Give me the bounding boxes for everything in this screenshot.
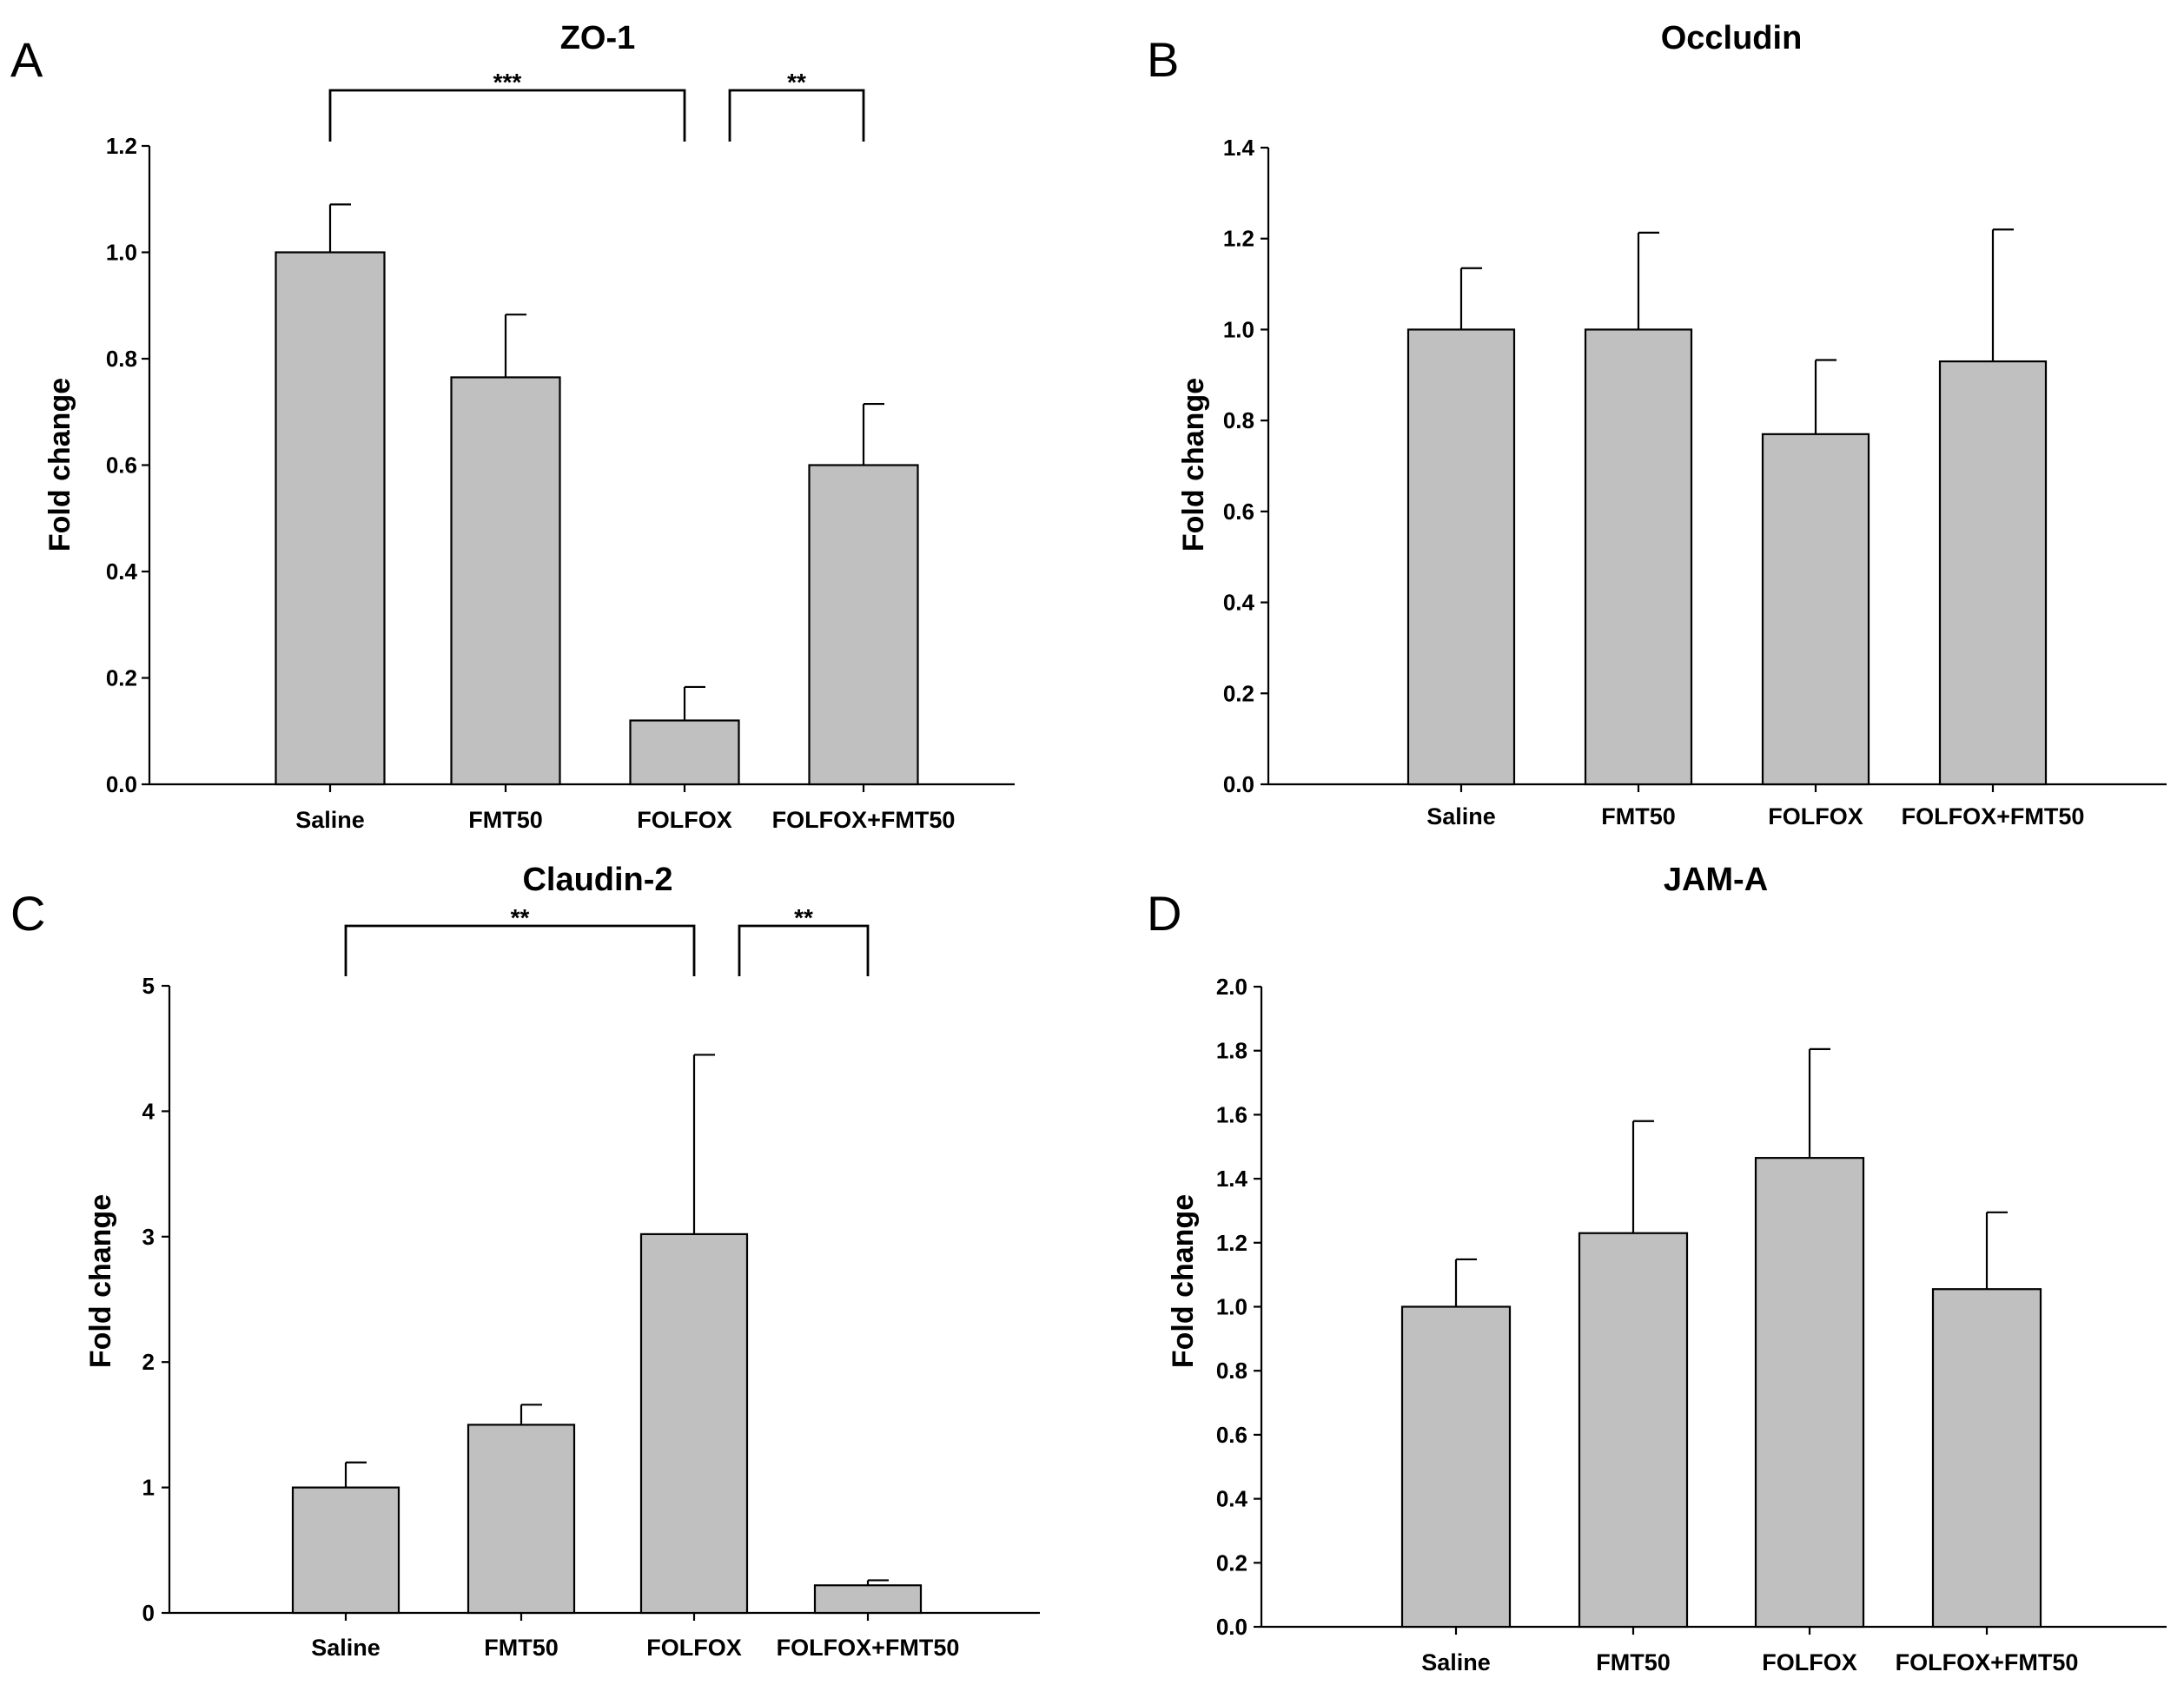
significance-label-c: ** — [511, 904, 530, 931]
x-tick-label-a: FMT50 — [468, 807, 543, 833]
x-tick-label-c: FOLFOX+FMT50 — [777, 1635, 960, 1661]
y-tick-label-b: 0.0 — [1223, 771, 1254, 797]
y-tick-label-b: 0.2 — [1223, 680, 1254, 706]
panel-letter-d: D — [1147, 886, 1181, 941]
panel-b: B Occludin Fold change 0.0 0.2 0.4 0.6 0.8 1.… — [1147, 20, 2167, 829]
x-tick-label-a: FOLFOX+FMT50 — [772, 807, 956, 833]
bar-c-fmt50 — [467, 1424, 576, 1615]
y-tick-label-c: 3 — [142, 1224, 155, 1250]
y-tick-label-d: 0.6 — [1216, 1422, 1248, 1448]
y-tick-label-c: 0 — [142, 1600, 155, 1626]
x-tick-label-b: Saline — [1426, 803, 1496, 829]
bar-c-folfox — [639, 1232, 749, 1615]
bar-a-fmt50 — [450, 376, 561, 786]
panel-a: A ZO-1 Fold change 0.0 0.2 0.4 0.6 0.8 1.0 1.2… — [10, 20, 1015, 833]
y-tick-label-a: 0.0 — [106, 771, 137, 797]
x-tick-label-a: Saline — [295, 807, 365, 833]
y-tick-label-d: 0.8 — [1216, 1358, 1248, 1384]
x-tick-label-d: FOLFOX — [1762, 1649, 1857, 1675]
bar-a-folfox-fmt50 — [808, 464, 919, 786]
panel-c: C Claudin-2 Fold change 0 1 2 3 4 5 Saline FMT5… — [10, 862, 1040, 1661]
significance-label-c: ** — [794, 904, 813, 931]
x-tick-label-c: FOLFOX — [646, 1635, 742, 1661]
significance-bracket-c — [738, 924, 870, 976]
significance-bracket-c — [344, 924, 696, 976]
x-tick-label-b: FOLFOX — [1768, 803, 1863, 829]
y-tick-label-d: 1.8 — [1216, 1038, 1248, 1064]
x-tick-label-a: FOLFOX — [637, 807, 732, 833]
y-axis-label-c: Fold change — [84, 1194, 117, 1368]
y-tick-label-b: 0.4 — [1223, 590, 1255, 616]
bar-b-folfox — [1761, 433, 1870, 786]
y-tick-label-d: 1.6 — [1216, 1101, 1248, 1127]
bar-d-fmt50 — [1578, 1232, 1689, 1629]
y-axis-label-b: Fold change — [1177, 378, 1210, 552]
y-tick-label-b: 1.0 — [1223, 316, 1254, 342]
y-tick-label-c: 1 — [142, 1475, 155, 1501]
y-tick-label-d: 1.2 — [1216, 1230, 1248, 1256]
chart-title-c: Claudin-2 — [522, 862, 672, 898]
x-tick-label-d: FOLFOX+FMT50 — [1896, 1649, 2079, 1675]
bar-b-folfox-fmt50 — [1938, 360, 2048, 786]
y-tick-label-a: 0.2 — [106, 665, 137, 691]
y-tick-label-d: 0.0 — [1216, 1614, 1248, 1640]
x-tick-label-d: FMT50 — [1596, 1649, 1671, 1675]
x-tick-label-b: FOLFOX+FMT50 — [1902, 803, 2085, 829]
significance-label-a: *** — [493, 69, 522, 96]
bar-d-saline — [1400, 1305, 1512, 1629]
y-axis-label-d: Fold change — [1167, 1194, 1200, 1368]
significance-bracket-a — [728, 89, 865, 142]
bar-d-folfox — [1754, 1157, 1865, 1629]
plot-area-a: 0.0 0.2 0.4 0.6 0.8 1.0 1.2 Saline FMT50 FOLFOX FO… — [106, 69, 1015, 833]
bar-a-saline — [275, 251, 386, 786]
y-tick-label-a: 0.6 — [106, 453, 137, 479]
y-tick-label-b: 0.6 — [1223, 499, 1254, 525]
plot-area-b: 0.0 0.2 0.4 0.6 0.8 1.0 1.2 1.4 Saline FMT50 FOLFO… — [1223, 135, 2167, 829]
panel-letter-c: C — [10, 886, 45, 941]
y-tick-label-d: 0.2 — [1216, 1550, 1248, 1576]
y-tick-label-c: 5 — [142, 973, 155, 999]
y-tick-label-b: 0.8 — [1223, 407, 1254, 433]
y-axis-label-a: Fold change — [43, 378, 76, 552]
chart-title-a: ZO-1 — [560, 20, 636, 56]
bar-b-saline — [1406, 328, 1516, 786]
panel-d: D JAM-A Fold change 0.0 0.2 0.4 0.6 0.8 1.0 1.… — [1147, 862, 2167, 1675]
panel-letter-a: A — [10, 32, 43, 87]
y-tick-label-d: 2.0 — [1216, 974, 1248, 1000]
x-tick-label-c: FMT50 — [484, 1635, 559, 1661]
significance-label-a: ** — [787, 69, 806, 96]
y-tick-label-a: 1.0 — [106, 240, 137, 266]
y-tick-label-c: 2 — [142, 1349, 155, 1375]
bar-c-folfox-fmt50 — [813, 1584, 923, 1615]
panel-letter-b: B — [1147, 32, 1179, 87]
y-tick-label-a: 0.4 — [106, 558, 138, 585]
x-tick-label-b: FMT50 — [1601, 803, 1676, 829]
x-tick-label-d: Saline — [1421, 1649, 1491, 1675]
y-tick-label-b: 1.4 — [1223, 135, 1255, 161]
bar-a-folfox — [629, 719, 740, 786]
y-tick-label-b: 1.2 — [1223, 226, 1254, 252]
y-tick-label-d: 1.0 — [1216, 1294, 1248, 1320]
y-tick-label-d: 0.4 — [1216, 1486, 1248, 1512]
y-tick-label-a: 1.2 — [106, 133, 137, 159]
y-tick-label-d: 1.4 — [1216, 1166, 1248, 1192]
plot-area-d: 0.0 0.2 0.4 0.6 0.8 1.0 1.2 1.4 1.6 1.8 2.0 Saline F… — [1216, 974, 2167, 1675]
y-tick-label-a: 0.8 — [106, 346, 137, 372]
chart-title-d: JAM-A — [1664, 862, 1768, 898]
y-tick-label-c: 4 — [142, 1098, 156, 1124]
bar-b-fmt50 — [1584, 328, 1693, 786]
bar-c-saline — [291, 1486, 400, 1615]
plot-area-c: 0 1 2 3 4 5 Saline FMT50 FOLFOX FOLFOX+FMT50 ** ** — [142, 904, 1040, 1661]
x-tick-label-c: Saline — [311, 1635, 381, 1661]
significance-bracket-a — [328, 89, 686, 142]
bar-d-folfox-fmt50 — [1931, 1288, 2042, 1629]
chart-title-b: Occludin — [1661, 20, 1803, 56]
